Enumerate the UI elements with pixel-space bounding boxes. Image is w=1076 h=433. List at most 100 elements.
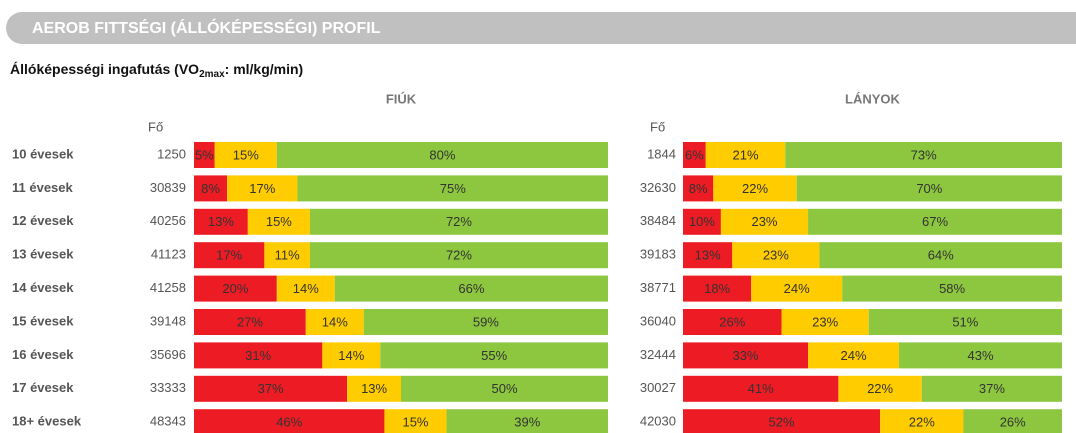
bar-segment bbox=[683, 208, 721, 235]
bar-segment bbox=[322, 342, 381, 369]
bar-segment bbox=[683, 309, 782, 335]
value-label: 17% bbox=[249, 181, 275, 196]
bar-segment bbox=[334, 275, 608, 302]
value-label: 73% bbox=[911, 147, 937, 162]
value-label: 52% bbox=[769, 415, 795, 430]
age-label: 10 évesek bbox=[12, 146, 74, 161]
value-label: 10% bbox=[689, 214, 715, 229]
count-header: Fő bbox=[650, 119, 665, 134]
value-label: 8% bbox=[201, 181, 220, 196]
count: 41123 bbox=[151, 247, 186, 262]
count: 1844 bbox=[647, 146, 676, 161]
age-label: 14 évesek bbox=[12, 280, 74, 295]
bar-segment bbox=[347, 375, 401, 402]
count: 48343 bbox=[150, 414, 186, 429]
value-label: 80% bbox=[429, 147, 455, 162]
value-label: 72% bbox=[446, 214, 472, 229]
value-label: 15% bbox=[233, 147, 259, 162]
age-label: 17 évesek bbox=[12, 380, 74, 395]
age-label: 13 évesek bbox=[12, 247, 74, 262]
bar-segment bbox=[751, 275, 843, 302]
value-label: 41% bbox=[748, 381, 774, 396]
bar-segment bbox=[683, 242, 733, 269]
subtitle-text: Állóképességi ingafutás (VO bbox=[10, 61, 199, 77]
count: 30027 bbox=[640, 380, 676, 395]
value-label: 37% bbox=[979, 381, 1005, 396]
value-label: 37% bbox=[258, 381, 284, 396]
bar-segment bbox=[785, 142, 1062, 168]
bar-segment bbox=[963, 409, 1062, 433]
value-label: 26% bbox=[719, 314, 745, 329]
bar-segment bbox=[297, 175, 608, 202]
count: 39148 bbox=[150, 313, 186, 328]
value-label: 14% bbox=[338, 348, 364, 363]
bar-segment bbox=[808, 342, 900, 369]
value-label: 14% bbox=[293, 281, 319, 296]
value-label: 13% bbox=[361, 381, 387, 396]
value-label: 15% bbox=[266, 214, 292, 229]
value-label: 11% bbox=[275, 248, 300, 263]
bar-segment bbox=[363, 309, 608, 335]
count: 40256 bbox=[150, 213, 186, 228]
count: 38771 bbox=[640, 280, 676, 295]
count: 30839 bbox=[150, 180, 186, 195]
bar-segment bbox=[683, 342, 809, 369]
header-title: AEROB FITTSÉGI (ÁLLÓKÉPESSÉGI) PROFIL bbox=[32, 18, 381, 37]
bar-segment bbox=[880, 409, 964, 433]
bar-segment bbox=[194, 409, 385, 433]
bar-segment bbox=[868, 309, 1062, 335]
value-label: 59% bbox=[473, 314, 499, 329]
count: 35696 bbox=[150, 347, 186, 362]
value-label: 6% bbox=[685, 147, 704, 162]
value-label: 58% bbox=[939, 281, 965, 296]
bar-segment bbox=[194, 208, 248, 235]
bar-segment bbox=[309, 208, 608, 235]
count: 33333 bbox=[150, 380, 186, 395]
value-label: 5% bbox=[195, 147, 214, 162]
age-label: 12 évesek bbox=[12, 213, 74, 228]
value-label: 23% bbox=[751, 214, 777, 229]
value-label: 31% bbox=[245, 348, 271, 363]
bar-segment bbox=[401, 375, 608, 402]
value-label: 15% bbox=[402, 415, 428, 430]
bar-segment bbox=[247, 208, 310, 235]
value-label: 18% bbox=[704, 281, 730, 296]
value-label: 70% bbox=[916, 181, 942, 196]
bar-segment bbox=[276, 275, 335, 302]
bar-segment bbox=[921, 375, 1062, 402]
value-label: 23% bbox=[812, 314, 838, 329]
value-label: 24% bbox=[841, 348, 867, 363]
bar-segment bbox=[683, 409, 881, 433]
header-bar bbox=[6, 12, 1076, 44]
value-label: 55% bbox=[481, 348, 507, 363]
bar-segment bbox=[808, 208, 1062, 235]
bar-segment bbox=[227, 175, 298, 202]
subtitle: Állóképességi ingafutás (VO2max: ml/kg/m… bbox=[10, 61, 303, 80]
count: 42030 bbox=[640, 414, 676, 429]
bar-segment bbox=[194, 142, 215, 168]
value-label: 17% bbox=[216, 248, 242, 263]
value-label: 8% bbox=[689, 181, 708, 196]
value-label: 27% bbox=[237, 314, 263, 329]
bar-segment bbox=[194, 242, 265, 269]
bar-segment bbox=[309, 242, 608, 269]
value-label: 22% bbox=[909, 415, 935, 430]
bar-segment bbox=[194, 375, 348, 402]
value-label: 67% bbox=[922, 214, 948, 229]
age-label: 18+ évesek bbox=[12, 414, 82, 429]
bar-segment bbox=[796, 175, 1062, 202]
subtitle-text: : ml/kg/min) bbox=[225, 61, 304, 77]
value-label: 64% bbox=[928, 248, 954, 263]
count-header: Fő bbox=[148, 119, 163, 134]
bar-segment bbox=[683, 275, 752, 302]
count: 1250 bbox=[157, 146, 186, 161]
value-label: 20% bbox=[222, 281, 248, 296]
bar-segment bbox=[720, 208, 809, 235]
value-label: 23% bbox=[763, 248, 789, 263]
bar-segment bbox=[842, 275, 1062, 302]
value-label: 22% bbox=[742, 181, 768, 196]
chart-title: FIÚK bbox=[386, 91, 417, 106]
value-label: 39% bbox=[514, 415, 540, 430]
bar-segment bbox=[380, 342, 608, 369]
